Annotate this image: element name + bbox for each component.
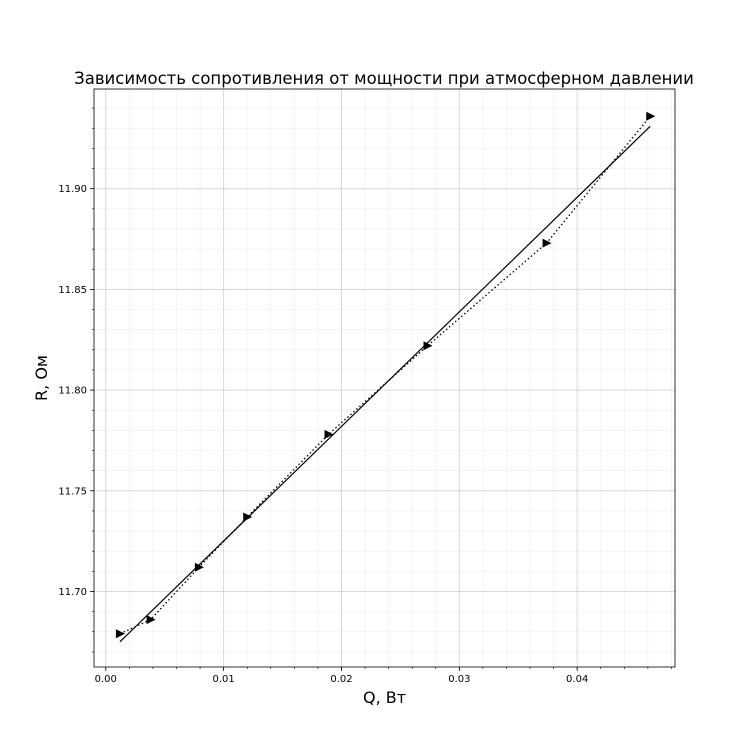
- fit-line: [119, 125, 651, 643]
- x-tick-label: 0.02: [330, 674, 352, 685]
- minor-grid: [94, 89, 675, 667]
- x-tick-label: 0.04: [566, 674, 588, 685]
- data-point-marker: [115, 629, 125, 639]
- x-tick-label: 0.00: [95, 674, 117, 685]
- data-point-marker: [194, 562, 204, 572]
- x-tick-label: 0.03: [448, 674, 470, 685]
- plot-frame: [93, 88, 676, 668]
- data-point-marker: [542, 238, 552, 248]
- x-axis-label: Q, Вт: [363, 688, 406, 707]
- measured-data-line: [119, 115, 651, 635]
- data-point-marker: [146, 615, 156, 625]
- data-point-marker: [423, 341, 433, 351]
- ticks-layer: 0.00 0.01 0.02 0.03 0.04 11.70 11.75 11.80 11.85…: [58, 107, 672, 685]
- y-tick-label: 11.85: [58, 285, 87, 296]
- y-tick-label: 11.70: [58, 587, 87, 598]
- y-tick-label: 11.90: [58, 184, 87, 195]
- major-grid: [94, 89, 675, 667]
- y-axis-label: R, Ом: [32, 355, 51, 401]
- y-tick-label: 11.75: [58, 486, 87, 497]
- y-tick-label: 11.80: [58, 386, 87, 397]
- series-layer: [115, 111, 656, 643]
- data-point-marker: [324, 429, 334, 439]
- data-point-marker: [646, 111, 656, 121]
- chart-title: Зависимость сопротивления от мощности пр…: [74, 69, 694, 88]
- x-tick-label: 0.01: [213, 674, 235, 685]
